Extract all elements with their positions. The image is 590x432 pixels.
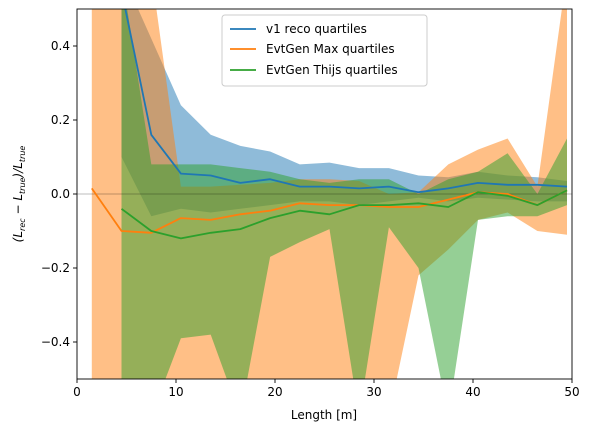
x-tick-label: 20 <box>267 385 282 399</box>
quartile-bands <box>91 9 567 379</box>
median-lines <box>91 9 568 240</box>
y-label-part-1: rec <box>18 218 27 231</box>
y-label-part-4: )/L <box>11 162 25 178</box>
y-tick-label: −0.4 <box>41 335 70 349</box>
x-tick-label: 10 <box>168 385 183 399</box>
y-label-part-0: (L <box>11 231 25 242</box>
y-axis-label: (Lrec − Ltrue)/Ltrue <box>11 146 27 243</box>
x-axis-ticks: 0 10 20 30 40 50 <box>73 379 580 399</box>
y-label-part-5: true <box>18 146 27 162</box>
band-v1-reco-quartiles <box>121 9 567 217</box>
x-tick-label: 50 <box>564 385 579 399</box>
legend-box <box>221 14 428 87</box>
y-label-part-3: true <box>18 177 27 193</box>
legend-label-v1-reco: v1 reco quartiles <box>266 22 367 36</box>
y-tick-label: −0.2 <box>41 261 70 275</box>
legend: v1 reco quartiles EvtGen Max quartiles E… <box>221 14 428 87</box>
x-tick-label: 30 <box>366 385 381 399</box>
legend-label-evtgen-max: EvtGen Max quartiles <box>266 42 395 56</box>
median-line-evtgen-thijs-quartiles <box>120 189 568 240</box>
x-tick-label: 40 <box>465 385 480 399</box>
y-tick-label: 0.4 <box>51 39 70 53</box>
legend-label-evtgen-thijs: EvtGen Thijs quartiles <box>266 63 398 77</box>
svg-text:(Lrec − Ltrue)/Ltrue: (Lrec − Ltrue)/Ltrue <box>11 146 27 243</box>
y-tick-label: 0.2 <box>51 113 70 127</box>
y-axis-ticks: −0.4 −0.2 0.0 0.2 0.4 <box>41 39 77 349</box>
band-evtgen-thijs-quartiles <box>121 9 567 379</box>
y-tick-label: 0.0 <box>51 187 70 201</box>
x-axis-label: Length [m] <box>291 408 357 422</box>
x-tick-label: 0 <box>73 385 81 399</box>
y-label-part-2: − L <box>11 194 25 218</box>
median-line-v1-reco-quartiles <box>124 9 568 194</box>
